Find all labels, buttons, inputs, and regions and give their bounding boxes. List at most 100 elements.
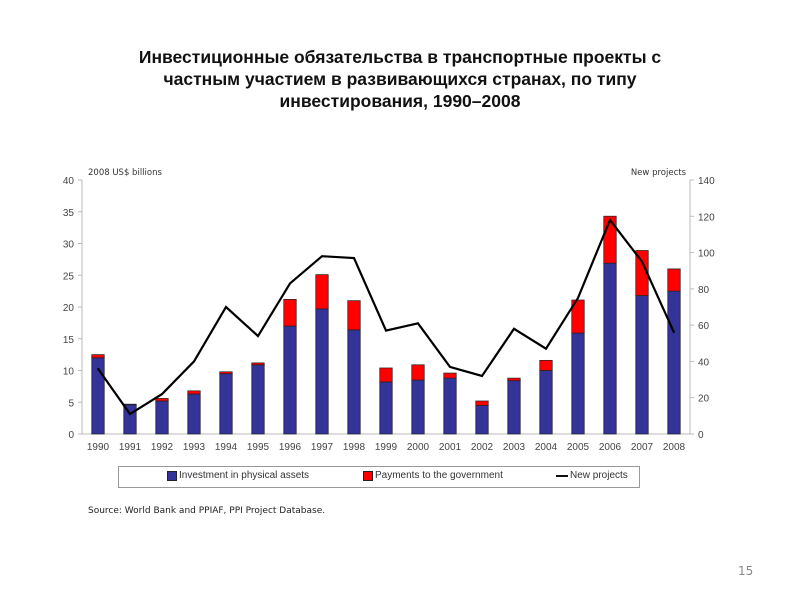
y-tick-label-left: 15 — [63, 335, 75, 346]
bar-investment-2000 — [411, 379, 425, 435]
page-number: 15 — [738, 564, 754, 578]
y-tick-label-left: 40 — [63, 176, 75, 187]
bar-investment-1995 — [251, 364, 265, 435]
point-new-projects-1992 — [161, 393, 163, 395]
y-tick-label-right: 120 — [698, 212, 715, 223]
point-new-projects-2001 — [449, 366, 451, 368]
bar-payments-1999 — [379, 367, 393, 383]
point-new-projects-1999 — [385, 329, 387, 332]
point-new-projects-2008 — [673, 331, 675, 334]
x-tick-label: 2007 — [631, 442, 654, 453]
point-new-projects-1990 — [97, 367, 99, 370]
legend-line — [556, 474, 568, 477]
x-tick-label: 2003 — [503, 442, 526, 453]
x-tick-label: 1996 — [279, 442, 302, 453]
bar-payments-2000 — [411, 364, 425, 381]
y-tick-label-left: 0 — [68, 430, 74, 441]
bar-investment-1999 — [379, 381, 393, 435]
y-tick-label-right: 60 — [698, 321, 710, 332]
y-tick-label-right: 140 — [698, 176, 715, 187]
bar-payments-1994 — [219, 371, 233, 375]
y-tick-label-right: 80 — [698, 285, 710, 296]
point-new-projects-1994 — [225, 306, 227, 308]
point-new-projects-1993 — [193, 360, 195, 363]
bar-investment-2001 — [443, 377, 457, 435]
bar-payments-2008 — [667, 268, 681, 292]
x-tick-label: 2002 — [471, 442, 494, 453]
bar-investment-2008 — [667, 290, 681, 435]
bar-payments-2001 — [443, 372, 457, 379]
point-new-projects-2007 — [641, 260, 643, 263]
bar-payments-1997 — [315, 274, 329, 310]
y-tick-label-left: 5 — [68, 398, 74, 409]
y-tick-label-left: 25 — [63, 271, 75, 282]
point-new-projects-1996 — [289, 282, 291, 285]
x-tick-label: 1990 — [87, 442, 110, 453]
bar-investment-2007 — [635, 295, 649, 435]
bar-investment-2005 — [571, 332, 585, 435]
bar-payments-1992 — [155, 398, 169, 402]
bar-investment-1993 — [187, 393, 201, 435]
legend-label: Payments to the government — [375, 470, 503, 481]
bar-investment-1994 — [219, 373, 233, 435]
y-tick-label-left: 20 — [63, 303, 75, 314]
bar-investment-2002 — [475, 405, 489, 435]
bar-payments-2003 — [507, 377, 521, 382]
slide-title: Инвестиционные обязательства в транспорт… — [138, 47, 662, 111]
legend-item-payments: Payments to the government — [363, 470, 503, 481]
x-tick-label: 1992 — [151, 442, 174, 453]
bar-payments-1993 — [187, 390, 201, 395]
bar-investment-1998 — [347, 329, 361, 435]
bar-payments-1995 — [251, 362, 265, 366]
bar-investment-1997 — [315, 308, 329, 435]
y-axis-label-right: New projects — [631, 168, 687, 178]
x-tick-label: 2006 — [599, 442, 622, 453]
bar-payments-1998 — [347, 300, 361, 331]
legend-item-new-projects: New projects — [556, 470, 628, 481]
y-tick-label-right: 0 — [698, 430, 704, 441]
bar-investment-2003 — [507, 380, 521, 435]
bar-payments-2004 — [539, 359, 553, 371]
x-tick-label: 2004 — [535, 442, 558, 453]
bar-payments-1996 — [283, 299, 297, 327]
bar-payments-2005 — [571, 299, 585, 334]
y-tick-label-left: 35 — [63, 208, 75, 219]
y-axis-label-left: 2008 US$ billions — [88, 168, 162, 178]
point-new-projects-1991 — [129, 413, 131, 415]
point-new-projects-1998 — [353, 257, 355, 259]
y-tick-label-right: 20 — [698, 394, 710, 405]
x-tick-label: 2000 — [407, 442, 430, 453]
point-new-projects-2006 — [609, 219, 611, 221]
legend-label: Investment in physical assets — [179, 470, 310, 481]
point-new-projects-2003 — [513, 327, 515, 330]
bar-investment-2006 — [603, 262, 617, 435]
x-tick-label: 2005 — [567, 442, 590, 453]
point-new-projects-2002 — [481, 375, 483, 377]
x-tick-label: 1991 — [119, 442, 142, 453]
bar-payments-1991 — [123, 403, 137, 406]
y-tick-label-left: 10 — [63, 367, 75, 378]
y-tick-label-right: 40 — [698, 357, 710, 368]
legend-label: New projects — [570, 470, 628, 481]
bar-payments-1990 — [91, 354, 105, 359]
bar-payments-2002 — [475, 400, 489, 406]
y-tick-label-left: 30 — [63, 240, 75, 251]
point-new-projects-2000 — [417, 322, 419, 325]
source-note: Source: World Bank and PPIAF, PPI Projec… — [88, 506, 326, 516]
x-tick-label: 1993 — [183, 442, 206, 453]
bar-investment-1996 — [283, 325, 297, 435]
chart-legend: Investment in physical assets Payments t… — [118, 466, 640, 488]
x-tick-label: 1994 — [215, 442, 238, 453]
x-tick-label: 2008 — [663, 442, 686, 453]
bar-investment-1992 — [155, 400, 169, 435]
x-tick-label: 1997 — [311, 442, 334, 453]
x-tick-label: 1998 — [343, 442, 366, 453]
x-tick-label: 2001 — [439, 442, 462, 453]
legend-swatch — [363, 470, 373, 481]
point-new-projects-1995 — [257, 335, 259, 337]
bar-payments-2006 — [603, 215, 617, 264]
y-tick-label-right: 100 — [698, 249, 715, 260]
point-new-projects-2005 — [577, 297, 579, 299]
x-tick-label: 1999 — [375, 442, 398, 453]
bar-investment-2004 — [539, 370, 553, 435]
